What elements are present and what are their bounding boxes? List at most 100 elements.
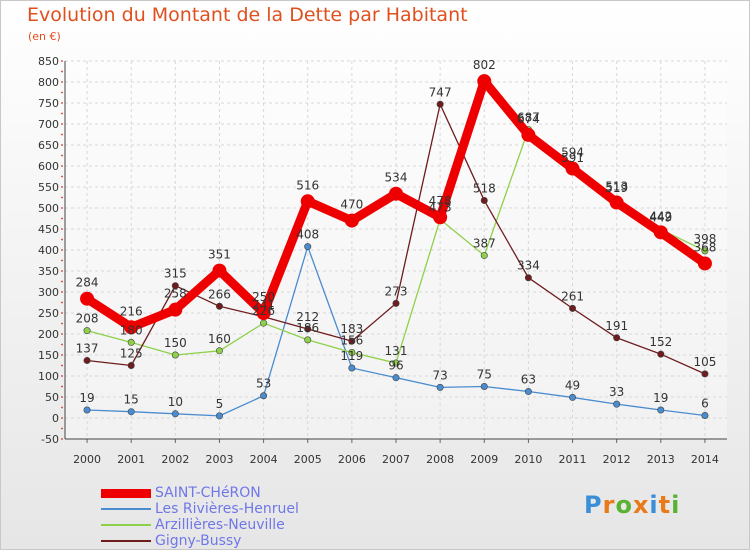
y-minor-tick	[61, 217, 63, 220]
legend-swatch	[101, 540, 151, 542]
y-minor-tick	[61, 154, 63, 157]
data-point	[477, 74, 492, 89]
legend-item-gigny-bussy[interactable]: Gigny-Bussy	[101, 533, 299, 549]
y-tick-label: 550	[38, 181, 59, 194]
legend-item-saint-cheron[interactable]: SAINT-CHéRON	[101, 485, 299, 501]
y-tick-label: 850	[38, 55, 59, 68]
data-label: 180	[120, 323, 143, 337]
data-label: 478	[429, 194, 452, 208]
y-tick-label: 100	[38, 370, 59, 383]
y-minor-tick	[61, 207, 63, 209]
data-point	[215, 347, 223, 355]
data-point	[480, 382, 488, 390]
x-tick-label: 2008	[426, 453, 454, 466]
data-label: 6	[701, 396, 709, 410]
data-point	[304, 243, 312, 251]
data-label: 315	[164, 267, 187, 281]
y-minor-tick	[61, 396, 63, 398]
data-point	[304, 336, 312, 344]
y-minor-tick	[61, 301, 63, 304]
data-point	[256, 306, 271, 320]
data-label: 470	[340, 198, 363, 212]
logo-letter: i	[671, 491, 681, 519]
y-minor-tick	[61, 385, 63, 388]
data-point	[697, 256, 712, 271]
data-point	[701, 370, 709, 378]
logo-letter: r	[602, 491, 616, 519]
x-tick-label: 2001	[117, 453, 145, 466]
data-label: 160	[208, 332, 231, 346]
data-label: 212	[296, 310, 319, 324]
data-point	[653, 225, 668, 240]
data-label: 519	[605, 181, 628, 195]
data-point	[344, 213, 359, 228]
y-minor-tick	[61, 417, 63, 419]
data-point	[524, 274, 532, 282]
y-tick-label: 300	[38, 286, 59, 299]
data-point	[260, 392, 268, 400]
data-label: 125	[120, 347, 143, 361]
y-minor-tick	[61, 228, 63, 230]
y-tick-label: 500	[38, 202, 59, 215]
y-minor-tick	[61, 186, 63, 188]
data-label: 119	[340, 349, 363, 363]
y-minor-tick	[61, 375, 63, 377]
chart-unit: (en €)	[28, 30, 61, 43]
y-minor-tick	[61, 81, 63, 83]
data-point	[436, 383, 444, 391]
y-minor-tick	[61, 438, 63, 440]
y-minor-tick	[61, 165, 63, 167]
data-point	[127, 408, 135, 416]
y-minor-tick	[61, 102, 63, 104]
legend: SAINT-CHéRON Les Rivières-Henruel Arzill…	[101, 485, 299, 549]
data-label: 241	[252, 298, 275, 312]
data-point	[304, 325, 312, 333]
data-label: 261	[561, 289, 584, 303]
data-label: 5	[216, 397, 224, 411]
y-tick-label: 450	[38, 223, 59, 236]
legend-item-arzillieres-neuville[interactable]: Arzillières-Neuville	[101, 517, 299, 533]
data-point	[389, 186, 403, 201]
y-tick-label: 800	[38, 76, 59, 89]
data-label: 63	[521, 373, 536, 387]
data-label: 10	[168, 395, 183, 409]
x-tick-label: 2007	[382, 453, 410, 466]
data-point	[171, 282, 179, 290]
data-point	[392, 299, 400, 307]
data-point	[83, 356, 91, 364]
y-tick-label: 400	[38, 244, 59, 257]
legend-item-les-rivieres-henruel[interactable]: Les Rivières-Henruel	[101, 501, 299, 517]
legend-label: Gigny-Bussy	[155, 533, 242, 549]
data-point	[127, 361, 135, 369]
y-tick-label: 650	[38, 139, 59, 152]
data-point	[168, 302, 183, 317]
data-label: 183	[340, 322, 363, 336]
logo-letter: i	[649, 491, 659, 519]
data-point	[171, 351, 179, 359]
data-point	[613, 400, 621, 408]
data-point	[480, 196, 488, 204]
data-point	[701, 411, 709, 419]
y-minor-tick	[61, 270, 63, 272]
data-label: 191	[605, 319, 628, 333]
data-label: 73	[432, 368, 447, 382]
x-tick-label: 2014	[691, 453, 719, 466]
y-tick-label: 600	[38, 160, 59, 173]
legend-swatch	[101, 508, 151, 510]
data-point	[348, 337, 356, 345]
data-label: 398	[693, 232, 716, 246]
logo-letter: P	[584, 491, 603, 519]
data-point	[83, 327, 91, 335]
legend-label: Les Rivières-Henruel	[155, 501, 299, 517]
y-tick-label: -50	[41, 433, 59, 446]
data-label: 387	[473, 236, 496, 250]
data-point	[348, 348, 356, 356]
data-label: 216	[120, 304, 143, 318]
data-point	[392, 359, 400, 367]
data-point	[171, 410, 179, 418]
data-label: 137	[76, 341, 99, 355]
data-label: 258	[164, 287, 187, 301]
data-label: 473	[429, 200, 452, 214]
series-layer	[80, 74, 712, 420]
data-point	[215, 412, 223, 420]
